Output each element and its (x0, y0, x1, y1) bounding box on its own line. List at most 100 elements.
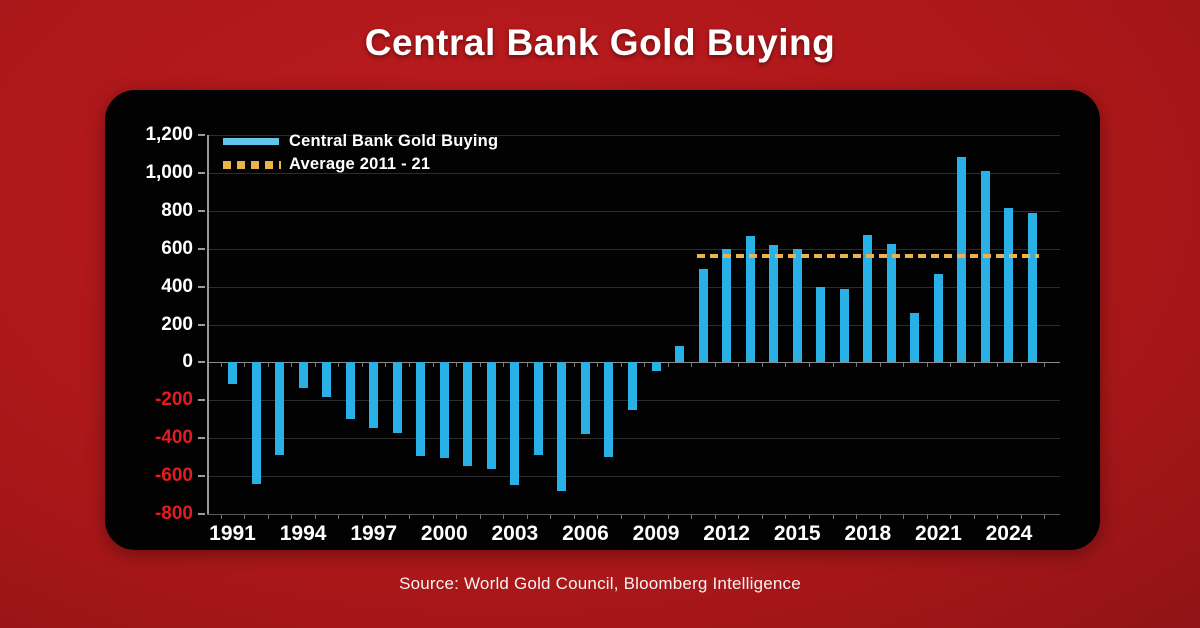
bottom-axis-minor-tick (479, 515, 481, 519)
bottom-axis-minor-tick (597, 515, 599, 519)
y-axis-label-1200: 1,200 (145, 124, 193, 145)
zero-axis-minor-tick (550, 363, 552, 368)
bar-chart: 1,200 1,000 800 600 400 200 0 -200 -400 -600 -800 1… (105, 90, 1100, 550)
bar-2002 (486, 362, 496, 469)
zero-axis-minor-tick (220, 363, 222, 368)
zero-axis-minor-tick (291, 363, 293, 368)
bar-2013 (745, 236, 755, 363)
gridline-800 (207, 210, 1060, 212)
bar-2008 (628, 362, 637, 410)
x-axis-label-2006: 2006 (562, 522, 609, 545)
zero-axis-minor-tick (620, 363, 622, 368)
x-axis-label-2024: 2024 (985, 522, 1033, 545)
bar-2000 (439, 362, 449, 459)
bottom-axis-minor-tick (761, 515, 763, 519)
chart-panel: 1,200 1,000 800 600 400 200 0 -200 -400 -600 -800 1… (105, 90, 1100, 550)
bar-1999 (416, 362, 426, 457)
zero-axis-minor-tick (997, 363, 999, 368)
y-axis-label-200: 200 (161, 313, 193, 335)
x-axis-label-1991: 1991 (209, 522, 256, 545)
y-axis-tick (198, 247, 205, 250)
y-axis-label-1000: 1,000 (145, 161, 193, 183)
bottom-axis-minor-tick (385, 515, 387, 519)
gridline--600 (207, 476, 1060, 478)
bar-2020 (910, 313, 920, 363)
x-axis-label-2021: 2021 (915, 522, 962, 545)
bottom-axis-minor-tick (667, 515, 669, 519)
gridline--400 (207, 438, 1060, 440)
y-axis-line (207, 135, 209, 514)
zero-axis-minor-tick (879, 363, 881, 368)
bar-2014 (769, 244, 779, 363)
page-title: Central Bank Gold Buying (364, 22, 836, 63)
bar-2017 (839, 289, 849, 363)
bottom-axis-minor-tick (832, 515, 834, 519)
average-line (696, 254, 1039, 259)
bottom-axis-minor-tick (361, 515, 363, 519)
legend-label: Central Bank Gold Buying (289, 132, 499, 150)
bar-2010 (675, 346, 685, 363)
y-axis-tick (198, 171, 205, 174)
bottom-axis-minor-tick (785, 515, 787, 519)
y-axis-tick (198, 285, 205, 288)
bar-2024 (1004, 207, 1014, 363)
bottom-axis-minor-tick (997, 515, 999, 519)
bar-2009 (651, 362, 661, 371)
bar-2015 (792, 248, 802, 363)
zero-axis-minor-tick (408, 363, 410, 368)
bar-1994 (298, 362, 308, 388)
bar-1997 (369, 362, 379, 428)
legend-item-gold-buying: Central Bank Gold Buying (223, 130, 498, 153)
zero-axis-minor-tick (267, 363, 269, 368)
y-axis-tick (198, 134, 205, 136)
x-axis-label-2009: 2009 (632, 522, 680, 545)
zero-axis-minor-tick (761, 363, 763, 368)
zero-axis-minor-tick (597, 363, 599, 368)
x-axis-label-2012: 2012 (703, 522, 750, 545)
zero-axis-minor-tick (903, 363, 905, 368)
zero-axis-minor-tick (973, 363, 975, 368)
x-axis-label-2000: 2000 (420, 522, 468, 545)
legend-item-average: Average 2011 - 21 (223, 153, 498, 176)
bottom-axis-minor-tick (408, 515, 410, 519)
y-axis-label--800: -800 (154, 503, 193, 524)
zero-axis-minor-tick (950, 363, 952, 368)
bar-2006 (580, 362, 590, 435)
zero-axis-minor-tick (338, 363, 340, 368)
gridline-600 (207, 248, 1060, 250)
x-axis-label-1997: 1997 (350, 522, 398, 545)
zero-axis-minor-tick (738, 363, 740, 368)
bottom-axis-minor-tick (903, 515, 905, 519)
zero-axis-minor-tick (573, 363, 575, 368)
bottom-axis-minor-tick (950, 515, 952, 519)
bottom-axis-minor-tick (926, 515, 928, 519)
bottom-axis-minor-tick (338, 515, 340, 519)
gridline-200 (207, 324, 1060, 326)
bar-2016 (816, 286, 826, 363)
bottom-axis-minor-tick (1020, 515, 1022, 519)
y-axis-label-600: 600 (161, 237, 193, 259)
bottom-axis-minor-tick (267, 515, 269, 519)
zero-axis-minor-tick (644, 363, 646, 368)
bar-2001 (463, 362, 473, 466)
bar-2004 (533, 362, 543, 456)
bottom-axis-minor-tick (644, 515, 646, 519)
bottom-axis-minor-tick (714, 515, 716, 519)
zero-axis-minor-tick (832, 363, 834, 368)
y-axis-tick (198, 361, 205, 364)
bottom-axis-minor-tick (314, 515, 316, 519)
y-axis-tick (198, 209, 205, 212)
bottom-axis-minor-tick (244, 515, 246, 519)
bottom-axis-minor-tick (620, 515, 622, 519)
y-axis-label-0: 0 (182, 351, 193, 373)
bottom-axis-minor-tick (808, 515, 810, 519)
bottom-axis-minor-tick (573, 515, 575, 519)
chart-legend: Central Bank Gold Buying Average 2011 - … (223, 130, 498, 176)
bottom-axis-minor-tick (879, 515, 881, 519)
y-axis-label--600: -600 (154, 465, 193, 487)
gridline-400 (207, 286, 1060, 288)
zero-axis-minor-tick (926, 363, 928, 368)
zero-axis-minor-tick (856, 363, 858, 368)
bar-2018 (863, 235, 873, 363)
bar-2025 (1028, 212, 1038, 363)
